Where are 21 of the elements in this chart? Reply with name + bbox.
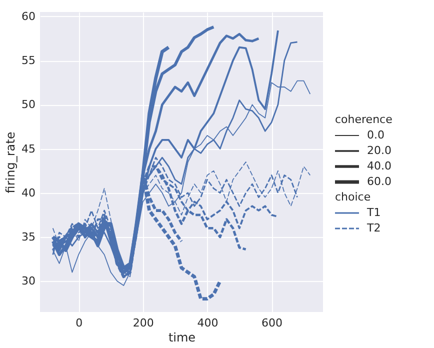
y-tick-label: 55 bbox=[22, 54, 36, 68]
x-tick-label: 600 bbox=[262, 316, 283, 330]
text: 0.0 bbox=[367, 128, 384, 142]
y-axis-title: firing_rate bbox=[4, 132, 18, 194]
x-tick-label: 200 bbox=[132, 316, 154, 330]
y-tick-label: 35 bbox=[22, 230, 36, 244]
y-tick-label: 30 bbox=[22, 274, 36, 288]
y-tick-label: 40 bbox=[22, 186, 36, 200]
x-tick-label: 400 bbox=[197, 316, 218, 330]
x-axis-title: time bbox=[168, 330, 196, 344]
legend-title: coherence bbox=[335, 113, 393, 126]
legend-label: T1 bbox=[366, 206, 381, 219]
text: 60.0 bbox=[367, 175, 392, 188]
y-tick-label: 60 bbox=[22, 10, 36, 23]
legend-label: T2 bbox=[366, 222, 381, 234]
text: 20.0 bbox=[367, 144, 392, 157]
text: choice bbox=[335, 190, 371, 204]
y-tick-label: 50 bbox=[22, 98, 36, 112]
x-tick-label: 0 bbox=[76, 316, 83, 330]
text: 40.0 bbox=[367, 160, 392, 172]
y-tick-label: 45 bbox=[22, 142, 36, 156]
